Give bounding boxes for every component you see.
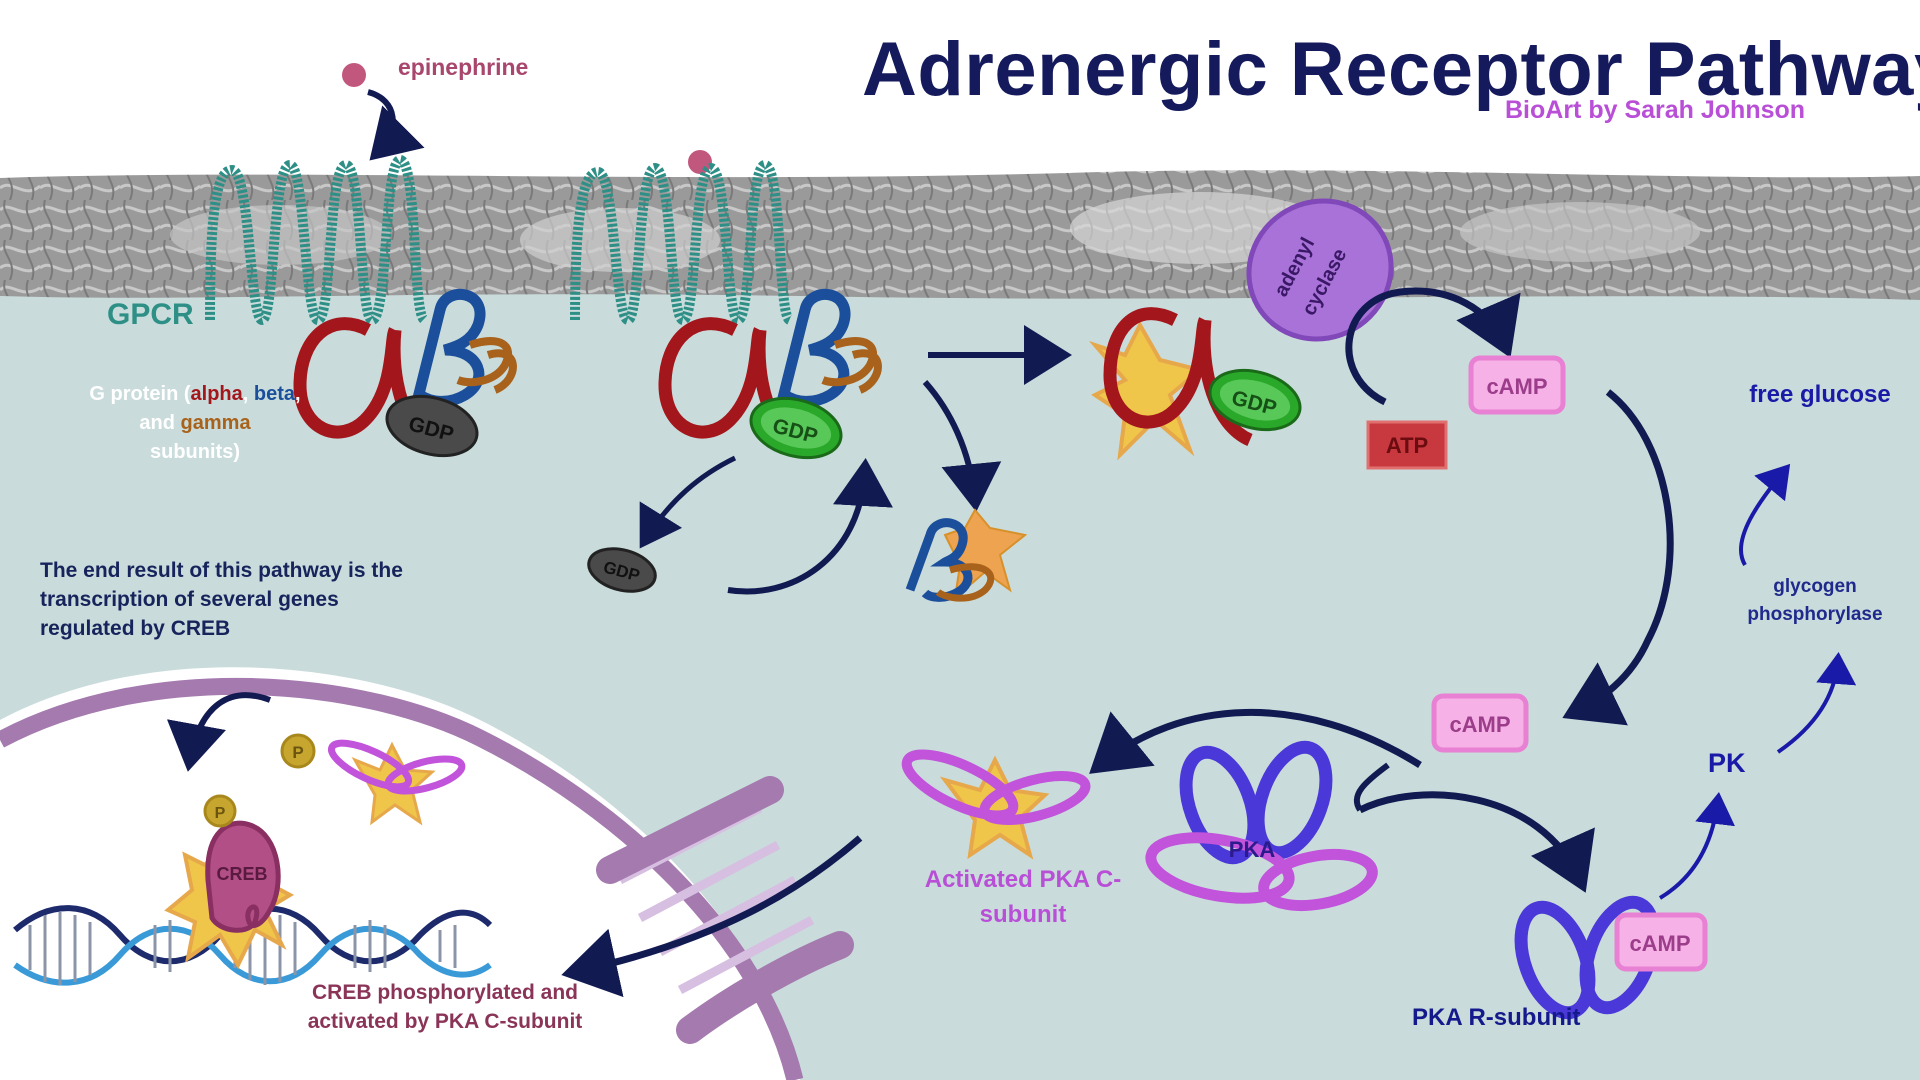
camp-label-1: cAMP [1486, 374, 1547, 399]
cell-membrane [0, 170, 1920, 300]
phosphorylase-activation-arrow [1776, 652, 1857, 754]
gpcr-label: GPCR [107, 298, 194, 331]
pka-c-subunit-active [901, 749, 1091, 860]
creb-caption: CREB phosphorylated and activated by PKA… [307, 981, 583, 1033]
g-protein-gtp [658, 289, 882, 460]
atp-box [1366, 420, 1448, 470]
gtp-binding-arrow [727, 458, 893, 595]
r-subunit-release-arrow [1358, 791, 1595, 893]
phosphate-free [280, 733, 316, 769]
free-glucose-label: free glucose [1749, 381, 1891, 408]
beta-gamma-complex [905, 508, 1028, 602]
glucose-release-arrow [1738, 463, 1791, 567]
g-protein-prefix: G protein ( [89, 383, 191, 405]
beta-gamma-release-arrow [922, 380, 1002, 512]
gdp-release-arrow [639, 455, 737, 549]
g-protein-inactive [293, 289, 517, 458]
g-protein-caption: G protein (alpha, beta, and gamma subuni… [75, 380, 315, 467]
c-subunit-import-arrow [561, 835, 863, 998]
end-result-note: The end result of this pathway is the tr… [40, 559, 403, 640]
phosphate-label-1: P [292, 743, 303, 762]
binding-arrow [367, 89, 425, 161]
phosphorylation-arrow [166, 692, 272, 772]
glycogen-phosphorylase-label: glycogen phosphorylase [1747, 576, 1883, 625]
and-word: , and [139, 383, 301, 434]
phosphate-bound [203, 794, 237, 828]
epinephrine-label: epinephrine [398, 54, 529, 80]
c-subunit-release-arrow [1089, 709, 1422, 774]
beta-word: beta [253, 383, 296, 405]
camp-diffusion-arrow [1562, 389, 1674, 726]
arrow-tail [1353, 762, 1390, 812]
pka-label: PKA [1229, 837, 1276, 862]
gdp-released [587, 547, 657, 593]
gpcr-receptor-2 [570, 159, 795, 326]
pka-holoenzyme [1145, 740, 1378, 911]
pka-c-subunit-nuclear [327, 739, 466, 826]
alpha-word: alpha [190, 383, 243, 405]
alpha-subunit-active [1088, 307, 1302, 461]
subunits-word: subunits) [150, 441, 240, 463]
camp-label-2: cAMP [1449, 712, 1510, 737]
gpcr-receptor-1 [205, 154, 430, 326]
camp-box-2 [1431, 693, 1529, 753]
pka-r-subunit-label: PKA R-subunit [1412, 1004, 1581, 1031]
comma: , [242, 383, 249, 405]
gamma-word: gamma [180, 412, 251, 434]
activated-pka-label: Activated PKA C-subunit [924, 866, 1122, 928]
atp-conversion-arrow [1345, 287, 1521, 406]
atp-label: ATP [1386, 433, 1428, 458]
creb-complex [164, 820, 295, 970]
page-title: Adrenergic Receptor Pathway [862, 27, 1920, 112]
pk-activation-arrow [1658, 792, 1735, 900]
camp-box-1 [1468, 355, 1566, 415]
epinephrine-molecule [342, 63, 366, 87]
camp-label-3: cAMP [1629, 931, 1690, 956]
creb-label: CREB [216, 864, 267, 884]
nuclear-pore [596, 776, 854, 1044]
pk-label: PK [1708, 748, 1746, 778]
camp-box-3 [1614, 912, 1708, 972]
credit-line: BioArt by Sarah Johnson [1505, 96, 1806, 124]
phosphate-label-2: P [215, 805, 226, 822]
